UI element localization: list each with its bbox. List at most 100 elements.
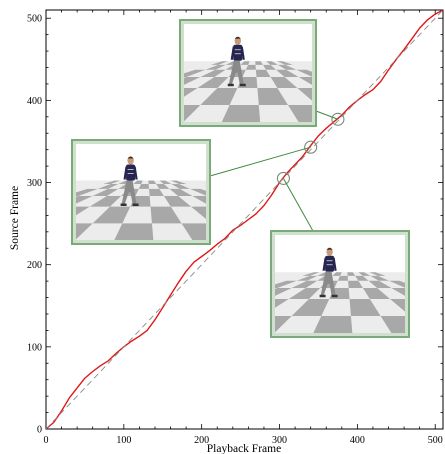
- checker-tile: [291, 280, 318, 289]
- checker-tile: [190, 188, 206, 196]
- callout-leader-line: [209, 146, 311, 177]
- figure-hair: [234, 36, 241, 39]
- x-tick-label: 300: [272, 435, 287, 446]
- checker-tile: [297, 87, 312, 101]
- figure-arm: [230, 46, 235, 60]
- thumbnail-image: [0, 144, 206, 240]
- figure-shoe: [319, 294, 326, 298]
- checker-tile: [76, 206, 90, 216]
- checker-tile: [291, 298, 330, 316]
- tick-labels: 0 100 200 300 400 500 0 100 200 300 400 500: [27, 14, 443, 446]
- checker-tile: [76, 223, 93, 240]
- x-tick-label: 400: [350, 435, 365, 446]
- y-tick-label: 300: [27, 178, 42, 189]
- checker-tile: [296, 69, 312, 77]
- series-reference-diagonal: [46, 10, 443, 429]
- x-axis-title: Playback Frame: [207, 443, 281, 454]
- checker-tile: [150, 206, 182, 224]
- y-tick-label: 100: [27, 342, 42, 353]
- y-tick-label: 0: [37, 425, 42, 436]
- checker-tile: [390, 298, 405, 312]
- checker-tile: [171, 184, 191, 189]
- checker-tile: [288, 288, 321, 299]
- axis-ticks: [45, 10, 443, 430]
- figure-legs: [121, 180, 137, 205]
- checker-tile: [275, 280, 297, 289]
- checker-tile: [380, 315, 405, 333]
- figure-shirt: [126, 164, 136, 181]
- checker-tile: [313, 315, 353, 333]
- checker-tile: [156, 184, 170, 189]
- thumbnail-image: [275, 235, 405, 333]
- checker-tile: [262, 64, 277, 70]
- callout-leader-line: [282, 178, 314, 232]
- x-tick-label: 500: [428, 435, 443, 446]
- thumbnail-image: [184, 24, 312, 122]
- callout-layer: [0, 19, 410, 338]
- checker-tile: [368, 280, 392, 289]
- checker-tile: [210, 61, 228, 65]
- checker-tile: [355, 275, 369, 281]
- y-axis-title: Source Frame: [9, 186, 21, 250]
- x-tick-label: 100: [116, 435, 131, 446]
- marker-layer: [276, 112, 345, 185]
- figure-shirt: [233, 44, 243, 61]
- checker-tile: [205, 64, 226, 70]
- figure-arm: [332, 257, 337, 271]
- x-tick-label: 200: [194, 435, 209, 446]
- checker-tile: [170, 180, 187, 185]
- checker-tile: [148, 180, 157, 185]
- callout-top: [179, 19, 339, 127]
- checker-tile: [76, 188, 98, 196]
- checker-tile: [0, 207, 49, 224]
- checker-tile: [200, 69, 226, 78]
- checker-tile: [245, 64, 256, 70]
- checker-tile: [275, 288, 292, 296]
- checker-tile: [89, 195, 122, 207]
- marker-circle: [331, 112, 345, 126]
- figure-shoe: [132, 203, 139, 207]
- checker-tile: [163, 195, 192, 207]
- checker-tile: [266, 61, 278, 65]
- checker-tile: [103, 180, 121, 185]
- checker-tile: [391, 288, 405, 296]
- figure-arm: [322, 257, 327, 271]
- figure-hair: [127, 156, 134, 159]
- checker-tile: [270, 77, 298, 88]
- checker-tile: [159, 180, 172, 185]
- checker-tile: [184, 104, 201, 122]
- checker-tile: [275, 315, 292, 333]
- figure-arm: [240, 46, 245, 60]
- figure-shoe: [120, 203, 127, 207]
- checker-tile: [191, 206, 206, 220]
- callout-leader-line: [315, 110, 339, 120]
- checker-tile: [302, 272, 320, 276]
- figure-hair: [326, 247, 333, 250]
- checker-tile: [76, 195, 93, 204]
- checker-tile: [358, 272, 371, 276]
- checker-tile: [97, 184, 119, 189]
- marker-circle: [276, 171, 290, 185]
- checker-tile: [192, 195, 206, 204]
- checker-tile: [349, 298, 381, 316]
- checker-tile: [149, 188, 164, 196]
- checker-tile: [221, 104, 261, 122]
- checker-tile: [287, 104, 312, 122]
- checker-tile: [347, 272, 356, 276]
- checker-tile: [337, 275, 349, 281]
- checker-tile: [277, 64, 297, 70]
- callout-right: [270, 178, 410, 338]
- checker-tile: [240, 61, 250, 65]
- series-source-frame-curve: [46, 10, 443, 429]
- figure-arm: [123, 166, 128, 180]
- figure-legs: [320, 271, 336, 296]
- checker-tile: [276, 69, 299, 78]
- checker-tile: [255, 69, 271, 78]
- figure-shoe: [227, 83, 234, 87]
- checker-tile: [348, 280, 363, 289]
- y-tick-label: 200: [27, 260, 42, 271]
- checker-tile: [370, 275, 390, 281]
- y-tick-label: 400: [27, 96, 42, 107]
- checker-tile: [181, 223, 206, 240]
